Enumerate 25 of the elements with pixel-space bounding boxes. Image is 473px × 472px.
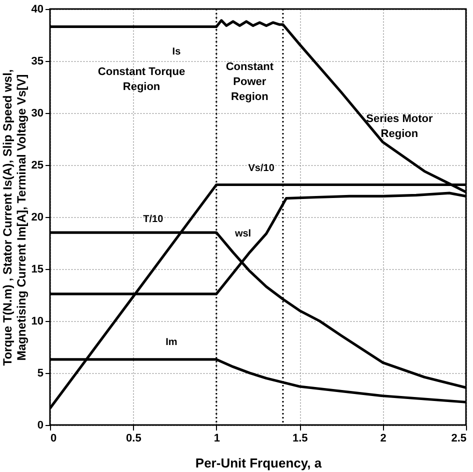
y-tick-label: 30 bbox=[31, 108, 44, 120]
annotation: Constant Torque Region bbox=[98, 66, 186, 94]
series-label: wsl bbox=[234, 228, 252, 240]
y-axis-title: Torque T(N.m) , Stator Current Is(A), Slip Speed wsl, Magnetising Current Im[A], Terminal Voltage Vs[V] bbox=[0, 69, 28, 366]
y-tick-label: 5 bbox=[37, 368, 44, 380]
y-tick-label: 25 bbox=[31, 160, 44, 172]
x-tick-label: 0 bbox=[50, 432, 57, 444]
series-label: Im bbox=[166, 336, 178, 348]
x-tick-label: 1 bbox=[214, 432, 220, 444]
y-tick-label: 20 bbox=[31, 212, 44, 224]
x-tick-label: 2.5 bbox=[451, 432, 466, 444]
y-tick-label: 35 bbox=[31, 56, 44, 68]
y-tick-label: 0 bbox=[37, 420, 44, 432]
x-tick-label: 1.5 bbox=[292, 432, 308, 444]
series-label: Vs/10 bbox=[248, 163, 275, 174]
y-tick-label: 40 bbox=[31, 4, 44, 16]
x-tick-label: 2 bbox=[380, 432, 386, 444]
x-tick-label: 0.5 bbox=[126, 432, 142, 444]
series-label: Is bbox=[172, 46, 182, 58]
y-tick-label: 10 bbox=[31, 316, 44, 328]
x-axis-title: Per-Unit Frquency, a bbox=[195, 456, 322, 470]
series-label: T/10 bbox=[143, 214, 164, 226]
annotation: Constant Power Region bbox=[226, 61, 274, 103]
annotation: Series Motor Region bbox=[366, 113, 434, 140]
y-tick-label: 15 bbox=[31, 264, 44, 276]
